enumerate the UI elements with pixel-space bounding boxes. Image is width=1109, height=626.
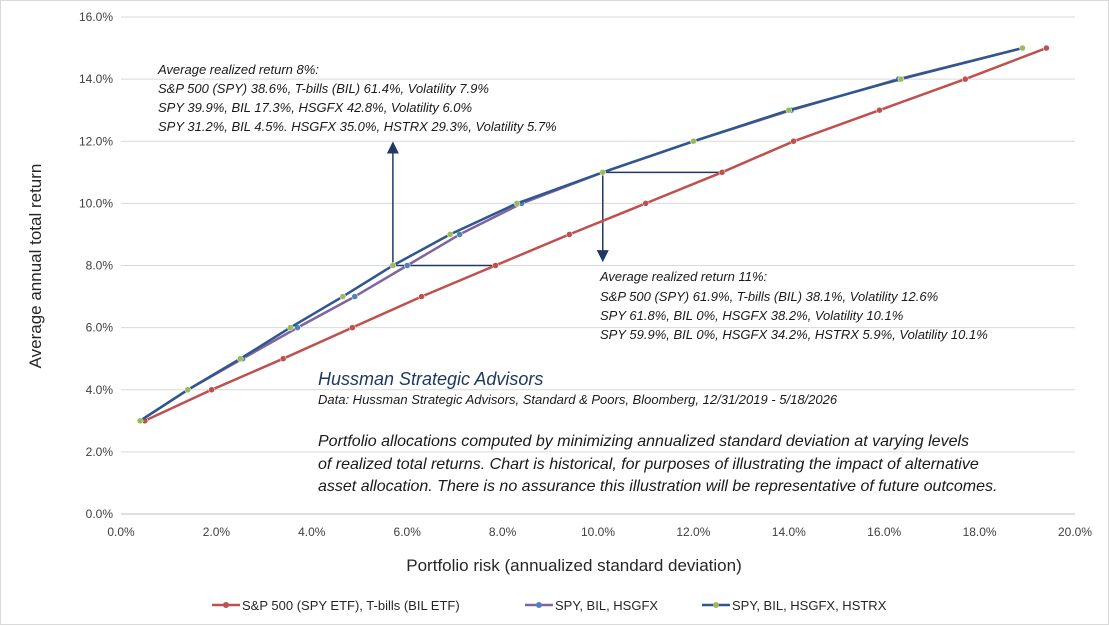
note-line-1: Portfolio allocations computed by minimi… (318, 433, 969, 450)
x-tick-label: 12.0% (676, 525, 710, 539)
x-tick-label: 8.0% (489, 525, 517, 539)
legend: S&P 500 (SPY ETF), T-bills (BIL ETF) SPY… (212, 598, 887, 613)
y-tick-label: 10.0% (79, 196, 113, 210)
x-tick-label: 20.0% (1058, 525, 1092, 539)
data-point (339, 293, 347, 300)
data-point (403, 262, 411, 269)
legend-marker-spy-bil-hsgfx-hstrx (713, 602, 719, 608)
y-tick-label: 0.0% (86, 507, 114, 521)
source-title: Hussman Strategic Advisors (318, 369, 543, 389)
legend-label-spy-bil-hsgfx-hstrx: SPY, BIL, HSGFX, HSTRX (732, 598, 887, 613)
data-point (1043, 44, 1050, 52)
data-point (962, 75, 969, 83)
annotation-11pct-line-2: S&P 500 (SPY) 61.9%, T-bills (BIL) 38.1%… (600, 289, 938, 304)
data-point (492, 262, 499, 269)
x-tick-label: 14.0% (772, 525, 806, 539)
legend-item-sp-bil: S&P 500 (SPY ETF), T-bills (BIL ETF) (212, 598, 460, 613)
series-0 (141, 44, 1050, 425)
data-point (897, 75, 905, 83)
x-tick-label: 4.0% (298, 525, 326, 539)
y-tick-label: 12.0% (79, 134, 113, 148)
gridlines (121, 16, 1075, 515)
data-point (1019, 44, 1026, 52)
legend-item-spy-bil-hsgfx-hstrx: SPY, BIL, HSGFX, HSTRX (702, 598, 887, 613)
x-tick-label: 0.0% (107, 525, 135, 539)
legend-item-spy-bil-hsgfx: SPY, BIL, HSGFX (525, 598, 658, 613)
series-2 (136, 44, 1026, 425)
x-axis-title: Portfolio risk (annualized standard devi… (406, 556, 741, 575)
x-tick-label: 16.0% (867, 525, 901, 539)
x-tick-label: 18.0% (963, 525, 997, 539)
annotation-11pct-line-1: Average realized return 11%: (599, 269, 768, 284)
annotation-8pct-line-3: SPY 39.9%, BIL 17.3%, HSGFX 42.8%, Volat… (158, 100, 472, 115)
data-point (208, 386, 215, 393)
data-point (599, 169, 607, 176)
data-point (237, 355, 244, 362)
y-axis-title: Average annual total return (26, 164, 45, 369)
y-tick-label: 6.0% (86, 321, 114, 335)
annotation-arrows (386, 141, 723, 267)
axes: 0.0% 2.0% 4.0% 6.0% 8.0% 10.0% 12.0% 14.0% 16.0%… (79, 10, 1092, 539)
x-tick-label: 2.0% (203, 525, 231, 539)
data-point (718, 169, 726, 176)
y-tick-label: 8.0% (86, 259, 114, 273)
source-data: Data: Hussman Strategic Advisors, Standa… (318, 392, 838, 407)
data-point (136, 417, 144, 425)
data-point (184, 386, 192, 393)
annotation-8pct-line-4: SPY 31.2%, BIL 4.5%. HSGFX 35.0%, HSTRX … (158, 119, 557, 134)
annotation-11pct: Average realized return 11%: S&P 500 (SP… (599, 269, 988, 342)
data-point (446, 231, 454, 238)
data-point (349, 324, 356, 331)
data-point (642, 200, 649, 207)
legend-label-spy-bil-hsgfx: SPY, BIL, HSGFX (555, 598, 658, 613)
note-line-2: of realized total returns. Chart is hist… (318, 456, 979, 473)
x-tick-label: 6.0% (394, 525, 422, 539)
source-block: Hussman Strategic Advisors Data: Hussman… (318, 369, 997, 495)
data-point (351, 293, 358, 300)
data-point (785, 106, 793, 114)
data-point (876, 106, 883, 114)
annotation-11pct-line-3: SPY 61.8%, BIL 0%, HSGFX 38.2%, Volatili… (600, 308, 903, 323)
y-tick-label: 16.0% (79, 10, 113, 24)
data-point (513, 200, 521, 207)
note-line-3: asset allocation. There is no assurance … (318, 478, 997, 495)
y-tick-label: 2.0% (86, 445, 114, 459)
data-point (566, 231, 573, 238)
legend-label-sp-bil: S&P 500 (SPY ETF), T-bills (BIL ETF) (242, 598, 460, 613)
annotation-8pct-line-1: Average realized return 8%: (157, 62, 319, 77)
annotation-11pct-line-4: SPY 59.9%, BIL 0%, HSGFX 34.2%, HSTRX 5.… (600, 327, 988, 342)
data-point (418, 293, 425, 300)
annotation-8pct: Average realized return 8%: S&P 500 (SPY… (157, 62, 557, 134)
data-point (287, 324, 294, 331)
data-point (389, 262, 397, 269)
y-tick-label: 4.0% (86, 383, 114, 397)
legend-marker-sp-bil (223, 602, 229, 608)
series-group (136, 44, 1050, 425)
legend-marker-spy-bil-hsgfx (536, 602, 542, 608)
data-point (690, 138, 697, 145)
annotation-8pct-line-2: S&P 500 (SPY) 38.6%, T-bills (BIL) 61.4%… (158, 81, 489, 96)
y-tick-label: 14.0% (79, 72, 113, 86)
data-point (456, 231, 463, 238)
data-point (279, 355, 287, 362)
data-point (790, 138, 797, 145)
x-tick-label: 10.0% (581, 525, 615, 539)
